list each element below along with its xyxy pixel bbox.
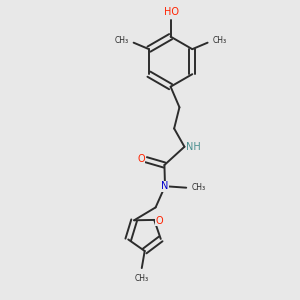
Text: O: O (155, 215, 163, 226)
Text: CH₃: CH₃ (212, 36, 226, 45)
Text: NH: NH (187, 142, 201, 152)
Text: CH₃: CH₃ (191, 183, 206, 192)
Text: CH₃: CH₃ (135, 274, 149, 283)
Text: HO: HO (164, 8, 179, 17)
Text: O: O (137, 154, 145, 164)
Text: N: N (161, 181, 169, 191)
Text: CH₃: CH₃ (115, 36, 129, 45)
